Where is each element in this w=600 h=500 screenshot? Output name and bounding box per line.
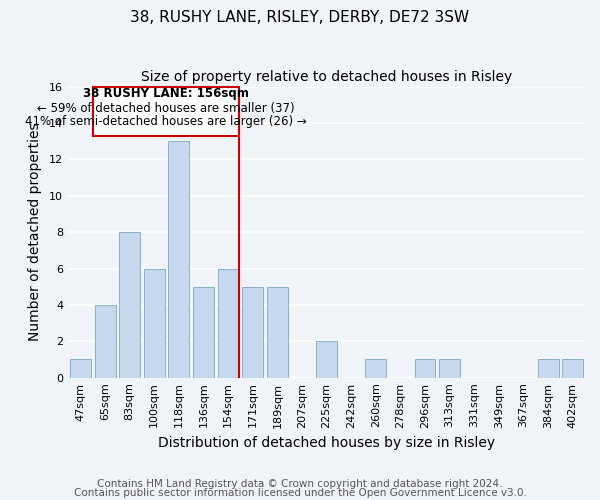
- Bar: [169, 141, 190, 378]
- Bar: [119, 232, 140, 378]
- FancyBboxPatch shape: [93, 86, 239, 136]
- Bar: [193, 286, 214, 378]
- Bar: [144, 268, 165, 378]
- Text: 41% of semi-detached houses are larger (26) →: 41% of semi-detached houses are larger (…: [25, 114, 307, 128]
- Text: 38, RUSHY LANE, RISLEY, DERBY, DE72 3SW: 38, RUSHY LANE, RISLEY, DERBY, DE72 3SW: [130, 10, 470, 25]
- Bar: [316, 342, 337, 378]
- X-axis label: Distribution of detached houses by size in Risley: Distribution of detached houses by size …: [158, 436, 495, 450]
- Title: Size of property relative to detached houses in Risley: Size of property relative to detached ho…: [141, 70, 512, 84]
- Bar: [415, 360, 436, 378]
- Y-axis label: Number of detached properties: Number of detached properties: [28, 123, 42, 342]
- Bar: [218, 268, 239, 378]
- Bar: [439, 360, 460, 378]
- Text: 38 RUSHY LANE: 156sqm: 38 RUSHY LANE: 156sqm: [83, 88, 248, 101]
- Text: Contains HM Land Registry data © Crown copyright and database right 2024.: Contains HM Land Registry data © Crown c…: [97, 479, 503, 489]
- Text: ← 59% of detached houses are smaller (37): ← 59% of detached houses are smaller (37…: [37, 102, 295, 115]
- Bar: [95, 305, 116, 378]
- Text: Contains public sector information licensed under the Open Government Licence v3: Contains public sector information licen…: [74, 488, 526, 498]
- Bar: [267, 286, 288, 378]
- Bar: [70, 360, 91, 378]
- Bar: [365, 360, 386, 378]
- Bar: [242, 286, 263, 378]
- Bar: [538, 360, 559, 378]
- Bar: [562, 360, 583, 378]
